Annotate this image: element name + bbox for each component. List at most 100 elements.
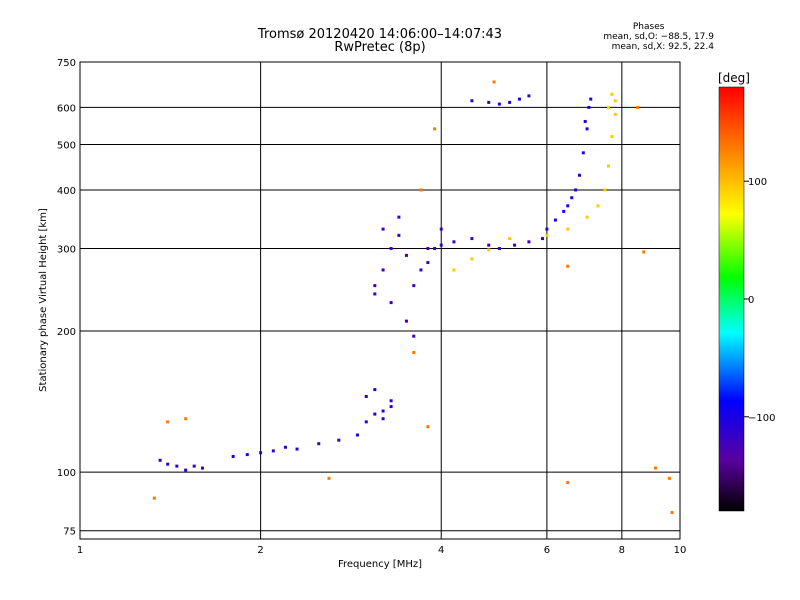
x-tick-label: 2 — [257, 545, 263, 556]
phases-heading: Phases — [632, 22, 665, 32]
echo-point — [397, 215, 401, 219]
x-tick-label: 1 — [77, 545, 83, 556]
colorbar-tick-label: −100 — [748, 413, 775, 424]
colorbar-tick-label: 100 — [748, 177, 767, 188]
echo-point — [381, 227, 385, 231]
echo-point — [259, 451, 263, 455]
echo-point — [541, 237, 545, 241]
echo-point — [613, 112, 617, 116]
echo-point — [667, 476, 671, 480]
echo-point — [606, 164, 610, 168]
echo-point — [527, 94, 531, 98]
echo-point — [419, 188, 423, 192]
y-tick-label: 750 — [57, 58, 76, 69]
phases-summary: Phases mean, sd,O: −88.5, 17.9 mean, sd,… — [603, 22, 714, 52]
y-tick-label: 500 — [57, 141, 76, 152]
echo-point — [152, 496, 156, 500]
y-tick-label: 200 — [57, 327, 76, 338]
x-tick-label: 8 — [619, 545, 625, 556]
echo-point — [295, 447, 299, 451]
echo-point — [412, 334, 416, 338]
x-tick-label: 10 — [674, 545, 687, 556]
plot-frame — [79, 61, 681, 540]
echo-point — [327, 476, 331, 480]
echo-point — [487, 100, 491, 104]
echo-point — [553, 218, 557, 222]
x-axis-title: Frequency [MHz] — [338, 559, 422, 570]
echo-point — [497, 247, 501, 251]
echo-point — [283, 445, 287, 449]
echo-point — [439, 227, 443, 231]
echo-point — [433, 127, 437, 131]
echo-point — [585, 215, 589, 219]
echo-point — [513, 243, 517, 247]
echo-point — [200, 466, 204, 470]
y-tick-label: 300 — [57, 245, 76, 256]
colorbar — [719, 87, 744, 511]
echo-point — [492, 80, 496, 84]
echo-point — [653, 466, 657, 470]
echo-point — [192, 464, 196, 468]
echo-point — [508, 237, 512, 241]
echo-point — [426, 247, 430, 251]
echo-point — [452, 268, 456, 272]
echo-point — [426, 261, 430, 265]
echo-point — [566, 227, 570, 231]
echo-point — [566, 481, 570, 485]
echo-point — [581, 151, 585, 155]
echo-point — [610, 135, 614, 139]
echo-point — [470, 99, 474, 103]
echo-point — [389, 247, 393, 251]
echo-point — [419, 268, 423, 272]
echo-point — [527, 240, 531, 244]
echo-point — [364, 420, 368, 424]
chart-subtitle: RwPretec (8p) — [334, 40, 426, 55]
chart-title: Tromsø 20120420 14:06:00–14:07:43 — [257, 27, 503, 42]
y-tick-label: 400 — [57, 186, 76, 197]
echo-point — [355, 433, 359, 437]
echo-point — [562, 209, 566, 213]
x-tick-label: 4 — [438, 545, 444, 556]
echo-point — [389, 301, 393, 305]
colorbar-title: [deg] — [718, 71, 750, 85]
echo-point — [508, 100, 512, 104]
echo-point — [245, 453, 249, 457]
echo-point — [613, 99, 617, 103]
echo-point — [412, 284, 416, 288]
echo-point — [404, 253, 408, 257]
echo-point — [389, 405, 393, 409]
y-axis-title: Stationary phase Virtual Height [km] — [38, 208, 49, 392]
grid-lines — [80, 61, 680, 539]
echo-point — [545, 227, 549, 231]
echo-point — [397, 233, 401, 237]
echo-point — [389, 399, 393, 403]
echo-point — [470, 237, 474, 241]
phases-o-mode: mean, sd,O: −88.5, 17.9 — [603, 32, 714, 42]
echo-point — [596, 204, 600, 208]
echo-point — [636, 105, 640, 109]
echo-point — [166, 462, 170, 466]
echo-point — [578, 173, 582, 177]
echo-point — [337, 438, 341, 442]
echo-point — [158, 458, 162, 462]
echo-point — [271, 449, 275, 453]
echo-point — [373, 292, 377, 296]
echo-point — [610, 92, 614, 96]
echo-point — [439, 243, 443, 247]
echo-point — [566, 204, 570, 208]
echo-point — [470, 257, 474, 261]
echo-point — [373, 412, 377, 416]
echo-point — [517, 97, 521, 101]
echo-point — [184, 417, 188, 421]
echo-point — [175, 464, 179, 468]
echo-point — [589, 97, 593, 101]
echo-point — [545, 233, 549, 237]
echo-point — [606, 105, 610, 109]
echo-point — [433, 247, 437, 251]
echo-point — [381, 417, 385, 421]
echo-point — [412, 350, 416, 354]
echo-point — [585, 127, 589, 131]
axis-ticks: 1 2 4 6 8 10 75 100 200 300 400 500 600 750 — [57, 58, 686, 556]
echo-point — [381, 268, 385, 272]
